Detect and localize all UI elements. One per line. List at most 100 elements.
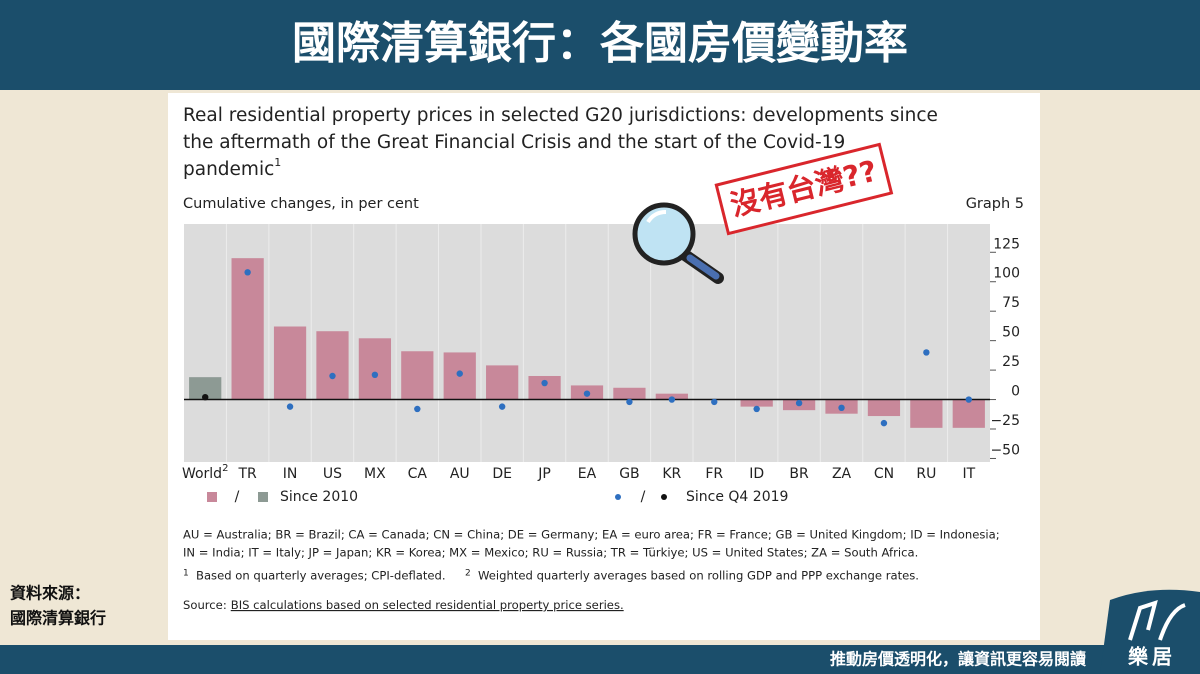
dot <box>456 370 463 377</box>
source-text: BIS calculations based on selected resid… <box>231 598 624 612</box>
category: TR <box>237 466 257 482</box>
logo-text: 樂居 <box>1128 645 1176 669</box>
dot <box>668 396 676 403</box>
bar <box>358 338 392 400</box>
dot <box>923 349 930 356</box>
annotation-frame <box>714 142 894 236</box>
x-tick-label: JP <box>537 466 551 482</box>
x-tick-label: BR <box>789 466 809 482</box>
x-tick-label: ID <box>749 466 764 482</box>
footnote-mark: 1 <box>183 569 189 579</box>
y-tick-label: 25 <box>1002 354 1020 370</box>
note: IN = India; IT = Italy; JP = Japan; KR =… <box>183 546 918 560</box>
source: Source: BIS calculations based on selecte… <box>183 598 624 612</box>
title-note: 1 <box>274 156 281 169</box>
x-tick-label: AU <box>450 466 470 482</box>
bar <box>867 399 901 417</box>
category: DE <box>492 466 512 482</box>
legend-separator: / <box>235 489 240 505</box>
bar <box>952 399 985 428</box>
bar <box>316 331 349 400</box>
legend-separator: / <box>641 489 646 505</box>
dot <box>286 403 294 410</box>
y-tick-label: 125 <box>993 236 1020 252</box>
bar <box>910 399 943 428</box>
bar <box>401 351 434 400</box>
category: EA <box>578 466 597 482</box>
dot <box>583 390 591 397</box>
legend-swatch <box>207 492 217 502</box>
chart-title: the aftermath of the Great Financial Cri… <box>183 132 845 153</box>
x-tick-label: DE <box>492 466 512 482</box>
dot <box>965 396 972 403</box>
chart: Real residential property prices in sele… <box>182 105 1024 612</box>
x-tick-label: EA <box>578 466 597 482</box>
bar <box>273 326 307 400</box>
legend-label: Since 2010 <box>280 489 358 505</box>
category: RU <box>916 466 936 482</box>
bar <box>231 258 264 400</box>
category: MX <box>364 466 386 482</box>
x-tick-label: ZA <box>832 466 852 482</box>
x-tick-label: MX <box>364 466 386 482</box>
footnote: Based on quarterly averages; CPI-deflate… <box>196 569 446 583</box>
category: IT <box>962 466 975 482</box>
subtitle: Cumulative changes, in per cent <box>183 196 419 212</box>
category: CN <box>874 466 894 482</box>
y-tick-label: −25 <box>990 413 1020 429</box>
category: KR <box>662 466 681 482</box>
category: GB <box>619 466 639 482</box>
bar <box>740 399 773 407</box>
dot <box>244 269 251 276</box>
source-name: 國際清算銀行 <box>10 609 106 628</box>
category: FR <box>705 466 723 482</box>
dot <box>414 405 421 413</box>
bar <box>189 377 222 400</box>
x-tick-label: World2 <box>182 463 229 482</box>
banner-title: 國際清算銀行：各國房價變動率 <box>292 18 908 69</box>
legend-swatch <box>615 494 621 500</box>
legend-swatch <box>258 492 268 502</box>
category: JP <box>537 466 551 482</box>
dot <box>838 404 845 412</box>
footnote: Weighted quarterly averages based on rol… <box>478 569 919 583</box>
dot <box>371 371 379 379</box>
x-tick-label: IN <box>283 466 298 482</box>
y-tick-label: −50 <box>990 442 1020 458</box>
category: ZA <box>832 466 852 482</box>
magnifier-glint <box>646 210 667 224</box>
slogan: 推動房價透明化，讓資訊更容易閱讀 <box>830 650 1086 669</box>
magnifier-handle-fill <box>686 254 720 280</box>
dot <box>795 399 803 407</box>
bar <box>486 365 519 400</box>
dot <box>880 419 888 427</box>
chart-title-line: the aftermath of the Great Financial Cri… <box>183 132 845 153</box>
legend-swatch <box>661 494 667 500</box>
y-tick-label: 50 <box>1002 325 1020 341</box>
bar <box>528 375 561 400</box>
y-tick-label: 100 <box>993 266 1020 282</box>
category: IN <box>283 466 298 482</box>
source-prefix: Source: <box>183 598 227 612</box>
category: ID <box>749 466 764 482</box>
x-tick-label: CA <box>408 466 428 482</box>
graph-label: Graph 5 <box>966 196 1024 212</box>
x-tick-label: RU <box>916 466 936 482</box>
x-tick-label: IT <box>962 466 975 482</box>
category-note: 2 <box>222 463 228 474</box>
category: US <box>323 466 342 482</box>
source-label: 資料來源： <box>10 584 90 603</box>
footnote-mark: 2 <box>465 569 471 579</box>
x-tick-label: US <box>323 466 342 482</box>
x-tick-label: TR <box>237 466 257 482</box>
chart-title: Real residential property prices in sele… <box>183 105 938 126</box>
category: AU <box>450 466 470 482</box>
dot <box>626 398 633 406</box>
dot <box>329 372 336 380</box>
x-tick-label: KR <box>662 466 681 482</box>
category: BR <box>789 466 809 482</box>
dot <box>498 403 506 410</box>
bar <box>613 387 646 400</box>
magnifier <box>632 202 724 284</box>
